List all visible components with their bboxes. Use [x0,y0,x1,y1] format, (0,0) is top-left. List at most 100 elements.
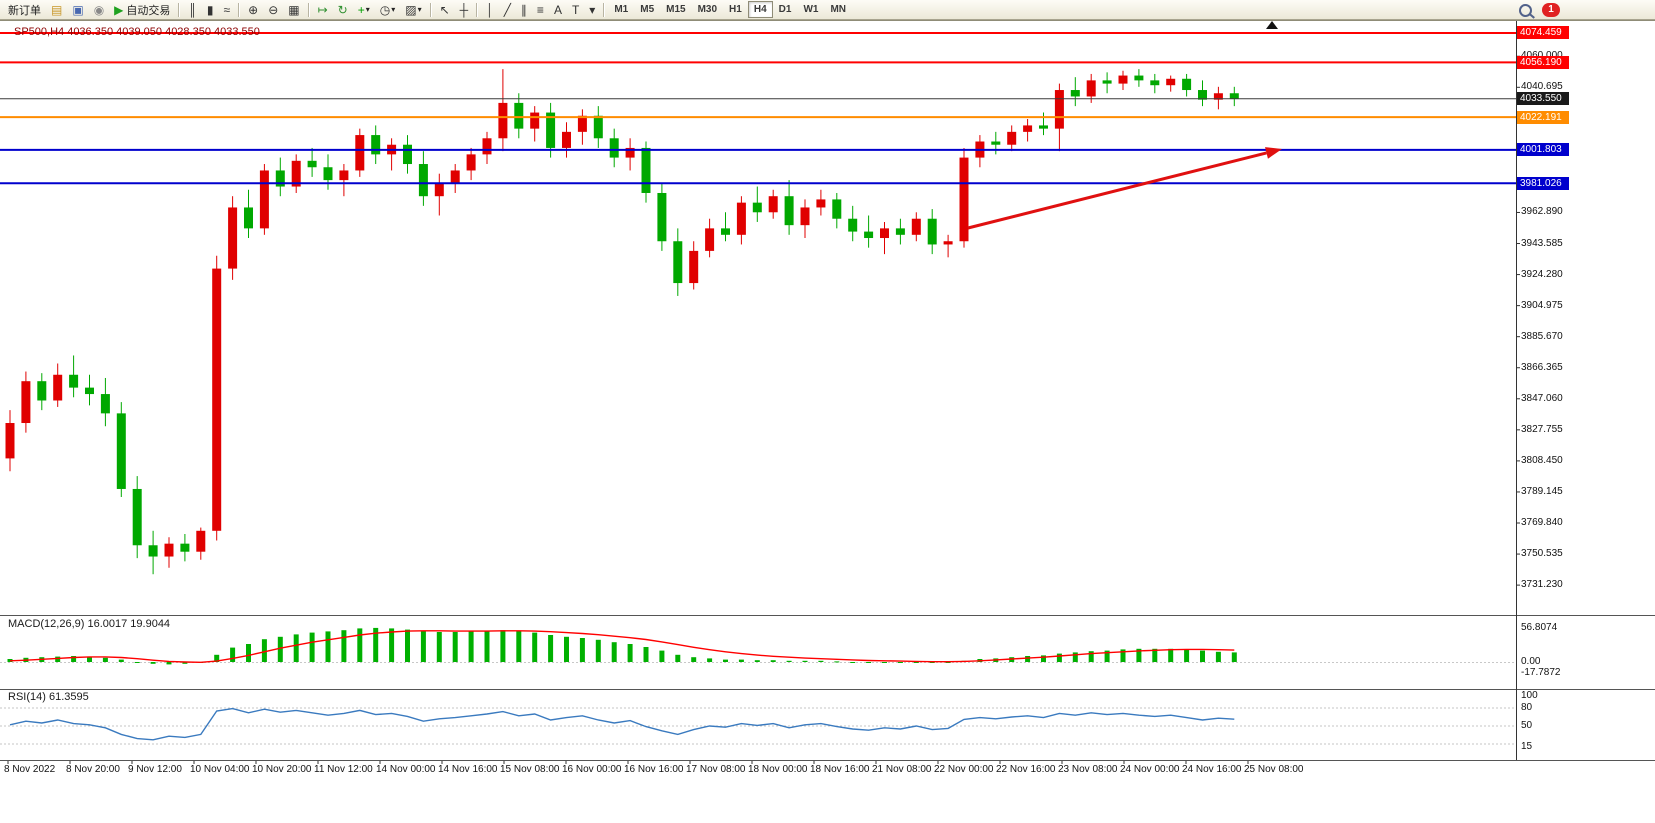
candle-body [291,160,301,187]
crosshair-icon: ┼ [459,2,469,17]
macd-histogram-bar [214,654,220,662]
print-icon[interactable]: ▣ [68,0,87,20]
candle-body [5,423,15,459]
charts-stack-icon[interactable]: ▤ [47,0,66,20]
toolbar-separator [178,2,181,17]
macd-histogram-bar [373,627,379,662]
candle-body [943,241,953,245]
macd-histogram-bar [87,656,92,662]
macd-histogram-bar [357,628,363,662]
periods-icon[interactable]: ◷ ▾ [376,0,400,20]
chart-shift-icon[interactable]: ↦ [314,0,332,20]
candle-body [434,183,444,197]
toolbar-separator [307,2,310,17]
timeframe-button-h1[interactable]: H1 [729,4,742,15]
dropdown-arrow-icon[interactable]: ▾ [417,5,422,14]
trend-arrow[interactable] [967,151,1267,230]
macd-histogram-bar [532,632,538,662]
macd-histogram-bar [1152,648,1158,662]
sound-alert-icon: ◉ [93,2,105,17]
search-icon[interactable] [1519,3,1532,17]
dropdown-arrow-icon[interactable]: ▾ [391,5,396,14]
line-chart-icon[interactable]: ≈ [220,0,235,20]
candle-body [1070,90,1080,97]
bar-chart-icon: ║ [188,2,197,17]
toolbar-separator [476,2,479,17]
trendline-icon[interactable]: ╱ [500,0,515,20]
candle-body [1198,90,1207,100]
label-icon[interactable]: T [568,0,583,20]
chart-shift-icon: ↦ [317,2,328,17]
candle-body [1039,125,1048,129]
candle-body [1182,78,1192,91]
macd-histogram-bar [786,660,792,662]
macd-histogram-bar [118,659,124,662]
macd-histogram-bar [818,660,824,662]
candlestick-chart-icon[interactable]: ▮ [203,0,218,20]
timeframe-button-h4[interactable]: H4 [747,1,773,18]
macd-histogram-bar [1136,648,1142,662]
candle-body [148,545,158,557]
dropdown-arrow-icon[interactable]: ▾ [365,5,370,14]
timeframe-button-w1[interactable]: W1 [803,4,819,15]
macd-histogram-bar [389,628,395,662]
candle-body [403,144,412,165]
timeframe-button-m1[interactable]: M1 [614,4,629,15]
vertical-line-icon: │ [486,2,494,17]
new-order-button-label: 新订单 [8,4,41,17]
timeframe-button-m30[interactable]: M30 [697,4,718,15]
macd-histogram-bar [468,631,474,662]
zoom-out-icon[interactable]: ⊖ [264,0,282,20]
channel-icon[interactable]: ∥ [517,0,531,20]
shapes-dropdown-icon[interactable]: ▾ [585,0,599,20]
candle-body [593,115,603,139]
templates-icon: ▨ [405,2,417,17]
crosshair-icon[interactable]: ┼ [456,0,473,20]
new-order-button[interactable]: 新订单 [4,0,45,20]
timeframe-button-d1[interactable]: D1 [778,4,792,15]
toolbar-separator [238,2,241,17]
tile-windows-icon[interactable]: ▦ [284,0,303,20]
macd-histogram-bar [1120,649,1126,662]
macd-histogram-bar [1231,652,1237,662]
macd-histogram-bar [484,630,490,662]
candle-body [180,543,190,552]
fibonacci-icon[interactable]: ≡ [533,0,548,20]
candle-body [816,199,826,208]
macd-histogram-bar [150,662,156,664]
candle-body [864,231,874,239]
timeframe-button-mn[interactable]: MN [830,4,846,15]
candle-body [1007,131,1017,145]
macd-histogram-bar [1025,656,1031,662]
rsi-line [9,707,1235,741]
templates-icon[interactable]: ▨ ▾ [401,0,425,20]
notification-badge[interactable]: 1 [1542,3,1560,17]
trend-arrow-head[interactable] [1265,147,1282,159]
macd-histogram-bar [309,632,315,662]
candle-body [1118,75,1128,84]
candle-body [244,207,253,229]
macd-histogram-bar [882,662,887,663]
timeframe-button-m5[interactable]: M5 [640,4,655,15]
indicators-icon[interactable]: + ▾ [354,0,374,20]
candle-body [259,170,269,229]
autotrade-button[interactable]: ▶ 自动交易 [110,0,174,20]
macd-histogram-bar [929,662,935,663]
macd-histogram-bar [516,631,522,662]
vertical-line-icon[interactable]: │ [482,0,498,20]
candle-body [752,202,762,213]
text-icon[interactable]: A [550,0,566,20]
timeframe-button-m15[interactable]: M15 [666,4,686,15]
cursor-icon[interactable]: ↖ [436,0,454,20]
macd-histogram-bar [659,650,665,662]
periods-icon: ◷ [379,2,391,17]
zoom-in-icon[interactable]: ⊕ [244,0,262,20]
toolbar-left-group: 新订单 ▤ ▣ ◉ ▶ 自动交易 ║ ▮ ≈ ⊕ ⊖ ▦ ↦ ↻ + ▾ ◷ ▾ ▨ ▾ ↖ ┼ │ ╱ ∥ ≡ A T ▾ [3,0,608,20]
auto-scroll-icon[interactable]: ↻ [334,0,352,20]
bar-chart-icon[interactable]: ║ [184,0,201,20]
sound-alert-icon[interactable]: ◉ [90,0,108,20]
macd-histogram-bar [707,658,713,662]
macd-histogram-bar [850,662,856,663]
macd-histogram-bar [452,632,458,662]
